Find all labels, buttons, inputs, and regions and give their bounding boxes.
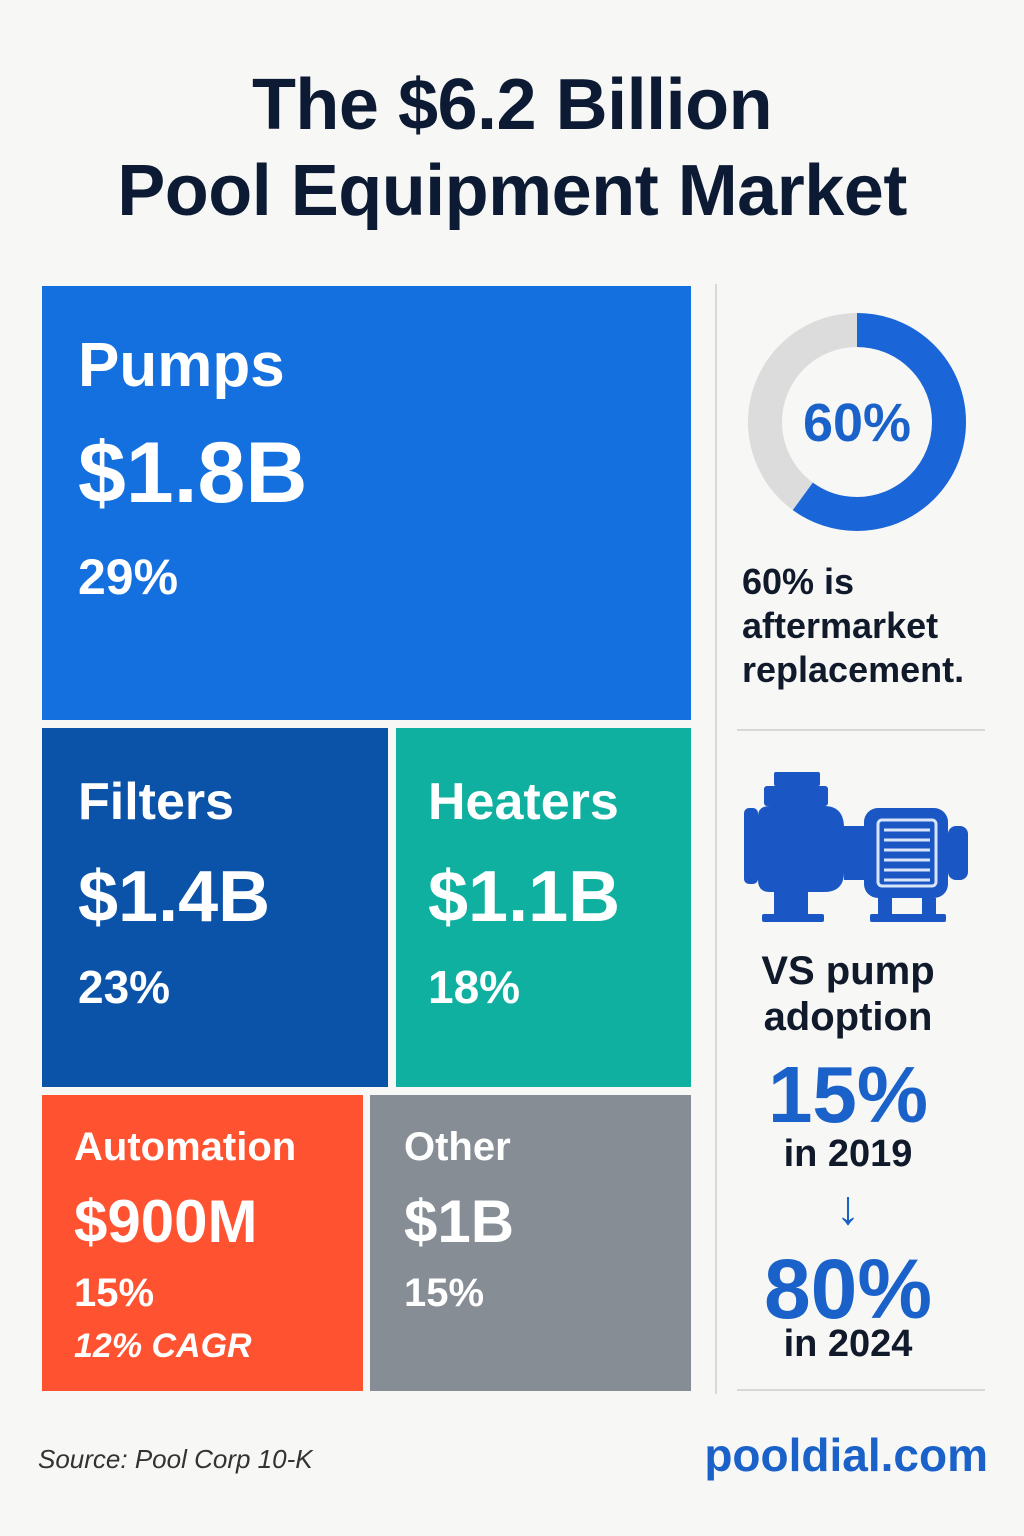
vs-pump-2024-label: in 2024: [783, 1323, 913, 1365]
aftermarket-line-3: replacement.: [742, 649, 965, 690]
tile-name: Heaters: [428, 773, 619, 831]
vs-pump-line-1: VS pump: [761, 949, 935, 993]
donut-fill: [748, 313, 966, 531]
vs-pump-2019-label: in 2019: [783, 1133, 913, 1175]
treemap-tile-pumps: Pumps $1.8B 29%: [42, 286, 691, 720]
page-title-line-2: Pool Equipment Market: [117, 151, 907, 231]
down-arrow-icon: ↓: [836, 1182, 860, 1235]
vs-pump-line-2: adoption: [763, 995, 933, 1039]
tile-percent: 15%: [74, 1271, 155, 1315]
tile-percent: 29%: [78, 549, 179, 605]
bottom-divider: [737, 1389, 985, 1391]
treemap-tile-other: Other $1B 15%: [370, 1095, 691, 1391]
pool-pump-icon: [744, 772, 968, 922]
vs-pump-2019-value: 15%: [767, 1050, 929, 1139]
source-note: Source: Pool Corp 10-K: [38, 1444, 313, 1474]
vs-pump-2024-value: 80%: [763, 1242, 933, 1336]
tile-value: $1.1B: [428, 857, 621, 937]
tile-name: Filters: [78, 773, 235, 831]
tile-percent: 18%: [428, 961, 521, 1013]
tile-value: $1B: [404, 1188, 515, 1255]
vs-pump-heading: VS pump adoption: [730, 948, 966, 1040]
tile-name: Pumps: [78, 331, 285, 400]
tile-cagr-note: 12% CAGR: [74, 1327, 252, 1365]
aftermarket-donut: 60%: [748, 313, 966, 531]
aftermarket-caption: 60% is aftermarket replacement.: [742, 560, 1012, 692]
column-divider: [715, 284, 717, 1394]
tile-value: $1.4B: [78, 857, 271, 937]
page-title-line-1: The $6.2 Billion: [251, 65, 773, 145]
tile-name: Automation: [74, 1125, 297, 1169]
treemap-tile-heaters: Heaters $1.1B 18%: [396, 728, 691, 1087]
tile-percent: 15%: [404, 1271, 485, 1315]
treemap-tile-filters: Filters $1.4B 23%: [42, 728, 388, 1087]
tile-value: $1.8B: [78, 425, 308, 521]
tile-name: Other: [404, 1125, 511, 1169]
aftermarket-line-2: aftermarket: [742, 605, 939, 646]
aftermarket-line-1: 60% is: [742, 561, 855, 602]
tile-value: $900M: [74, 1188, 258, 1255]
section-divider: [737, 729, 985, 731]
treemap-tile-automation: Automation $900M 15% 12% CAGR: [42, 1095, 363, 1391]
donut-label: 60%: [803, 393, 911, 453]
tile-percent: 23%: [78, 961, 171, 1013]
page-title: The $6.2 Billion Pool Equipment Market: [0, 62, 1024, 234]
brand-link[interactable]: pooldial.com: [704, 1429, 988, 1481]
